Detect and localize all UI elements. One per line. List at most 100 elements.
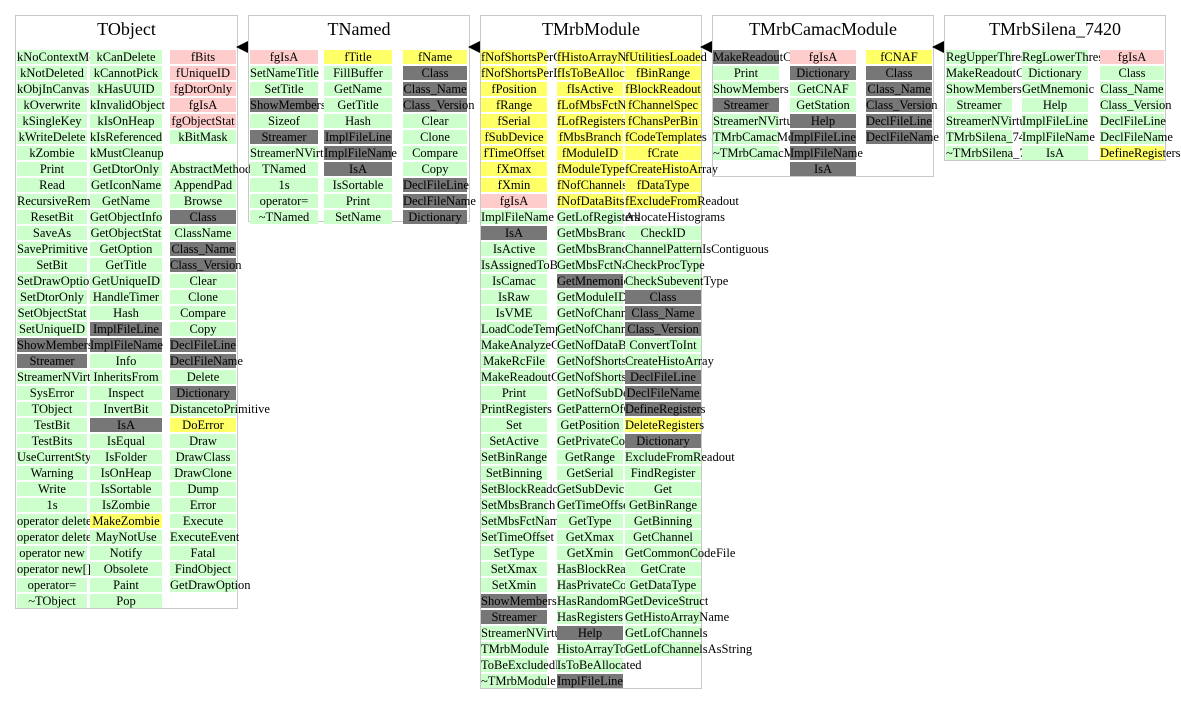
member-fcodetemplates: fCodeTemplates (625, 130, 707, 144)
member-fblockreadout: fBlockReadout (625, 82, 701, 96)
member-recursiveremove: RecursiveRemove (17, 194, 109, 208)
member-class-version: Class_Version (403, 98, 475, 112)
member-showmembers: ShowMembers (17, 338, 93, 352)
member-compare: Compare (403, 146, 467, 160)
member-getprivatecodefile: GetPrivateCodeFile (557, 434, 657, 448)
member-getnofshortsperdatum: GetNofShortsPerDatum (557, 370, 678, 384)
member-getdevicestruct: GetDeviceStruct (625, 594, 709, 608)
member-dump: Dump (170, 482, 236, 496)
inheritance-arrow-icon (932, 41, 944, 53)
member-print: Print (713, 66, 779, 80)
member-fnofchannels: fNofChannels (557, 178, 628, 192)
member-fmbsbranch: fMbsBranch (557, 130, 623, 144)
member-isactive: IsActive (481, 242, 547, 256)
member-getoption: GetOption (90, 242, 162, 256)
member-fexcludefromreadout: fExcludeFromReadout (625, 194, 739, 208)
inheritance-arrow-icon (236, 41, 248, 53)
member-print: Print (17, 162, 87, 176)
member-get: Get (625, 482, 701, 496)
member-setxmax: SetXmax (481, 562, 547, 576)
member-fdatatype: fDataType (625, 178, 701, 192)
member-implfilename: ImplFileName (481, 210, 554, 224)
member-getname: GetName (324, 82, 392, 96)
member-getnofchannels: GetNofChannels (557, 306, 642, 320)
member-kcandelete: kCanDelete (90, 50, 162, 64)
member-getnofsubdevices: GetNofSubDevices (557, 386, 655, 400)
member-getlofchannelsasstring: GetLofChannelsAsString (625, 642, 753, 656)
member-class: Class (403, 66, 467, 80)
member-error: Error (170, 498, 236, 512)
member-fname: fName (403, 50, 467, 64)
member-getdtoronly: GetDtorOnly (90, 162, 162, 176)
member-draw: Draw (170, 434, 236, 448)
member-declfilename: DeclFileName (625, 386, 701, 400)
member-fcrate: fCrate (625, 146, 701, 160)
member-showmembers: ShowMembers (481, 594, 557, 608)
member-gettitle: GetTitle (324, 98, 392, 112)
member-setbinrange: SetBinRange (481, 450, 547, 464)
class-title: TMrbModule (542, 19, 640, 39)
member-1s: 1s (17, 498, 87, 512)
member-drawclone: DrawClone (170, 466, 236, 480)
member-blank (170, 146, 236, 160)
member-operator-delete: operator delete (17, 514, 92, 528)
class-title: TMrbCamacModule (749, 19, 897, 39)
member-findobject: FindObject (170, 562, 236, 576)
member-histoarraytobecreated: HistoArrayToBeCreated (557, 642, 680, 656)
member-getmoduleid: GetModuleID (557, 290, 628, 304)
member-tobject: ~TObject (17, 594, 87, 608)
member-isfolder: IsFolder (90, 450, 162, 464)
member-gettitle: GetTitle (90, 258, 162, 272)
member-fchansperbin: fChansPerBin (625, 114, 701, 128)
member-gettype: GetType (557, 514, 623, 528)
member-printregisters: PrintRegisters (481, 402, 552, 416)
member-hasrandomreadout: HasRandomReadout (557, 594, 661, 608)
member-copy: Copy (170, 322, 236, 336)
class-box-tmrbcamacmodule (712, 15, 934, 177)
member-allocatehistograms: AllocateHistograms (625, 210, 725, 224)
member-fmoduletype: fModuleType (557, 162, 625, 176)
member-streamernvirtual: StreamerNVirtual (250, 146, 339, 160)
member-fxmax: fXmax (481, 162, 547, 176)
member-class-version: Class_Version (1100, 98, 1172, 112)
member-dictionary: Dictionary (170, 386, 236, 400)
member-class: Class (1100, 66, 1164, 80)
member-fisactive: fIsActive (557, 82, 623, 96)
member-fposition: fPosition (481, 82, 547, 96)
member-class-version: Class_Version (170, 258, 242, 272)
member-fgisa: fgIsA (250, 50, 318, 64)
member-getrange: GetRange (557, 450, 623, 464)
member-class: Class (625, 290, 701, 304)
member-info: Info (90, 354, 162, 368)
member-dictionary: Dictionary (790, 66, 856, 80)
member-isassignedtobranch: IsAssignedToBranch (481, 258, 586, 272)
member-getlofregisters: GetLofRegisters (557, 210, 640, 224)
member-tmrbmodule: ~TMrbModule (481, 674, 556, 688)
member-streamernvirtual: StreamerNVirtual (17, 370, 106, 384)
member-deleteregisters: DeleteRegisters (625, 418, 705, 432)
member-kmustcleanup: kMustCleanup (90, 146, 164, 160)
member-fbinrange: fBinRange (625, 66, 701, 80)
member-write: Write (17, 482, 87, 496)
member-isa: IsA (790, 162, 856, 176)
member-implfileline: ImplFileLine (557, 674, 623, 688)
member-loadcodetemplates: LoadCodeTemplates (481, 322, 585, 336)
member-streamernvirtual: StreamerNVirtual (713, 114, 802, 128)
member-implfilename: ImplFileName (1022, 130, 1095, 144)
member-getmbsbranch: GetMbsBranch (557, 226, 634, 240)
member-declfilename: DeclFileName (403, 194, 476, 208)
member-fnofdatabits: fNofDataBits (557, 194, 625, 208)
member-copy: Copy (403, 162, 467, 176)
member-setdtoronly: SetDtorOnly (17, 290, 87, 304)
member-operator: operator= (17, 578, 87, 592)
member-getxmin: GetXmin (557, 546, 623, 560)
member-clone: Clone (403, 130, 467, 144)
member-execute: Execute (170, 514, 236, 528)
inheritance-arrow-icon (468, 41, 480, 53)
member-implfileline: ImplFileLine (90, 322, 162, 336)
member-kwritedelete: kWriteDelete (17, 130, 87, 144)
member-showmembers: ShowMembers (250, 98, 326, 112)
member-kisreferenced: kIsReferenced (90, 130, 163, 144)
member-notify: Notify (90, 546, 162, 560)
member-help: Help (557, 626, 623, 640)
